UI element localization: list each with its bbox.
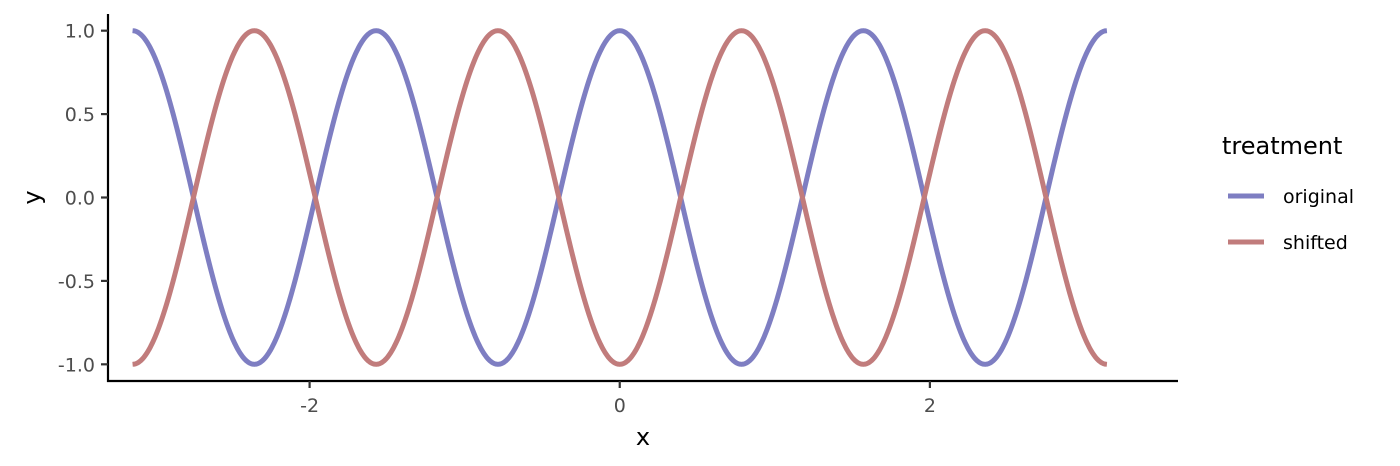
y-axis-ticks: -1.0 -0.5 0.0 0.5 1.0 (58, 21, 108, 376)
series-line-original (131, 28, 1108, 367)
y-tick-label: -0.5 (58, 271, 95, 293)
y-tick-label: 0.5 (65, 104, 95, 126)
x-tick-label: -2 (300, 395, 319, 417)
legend-label-shifted: shifted (1283, 232, 1348, 254)
y-axis-title: y (18, 190, 46, 204)
legend-items: original shifted (1228, 186, 1354, 254)
y-tick-label: 0.0 (65, 188, 95, 210)
x-tick-label: 0 (614, 395, 626, 417)
series-layer (131, 28, 1108, 367)
x-axis-ticks: -2 0 2 (300, 381, 936, 417)
x-axis-title: x (636, 423, 650, 451)
legend-title: treatment (1222, 132, 1342, 160)
series-line-shifted (131, 28, 1108, 367)
x-tick-label: 2 (924, 395, 936, 417)
legend: treatment original shifted (1222, 132, 1354, 254)
legend-label-original: original (1283, 186, 1354, 208)
y-tick-label: -1.0 (58, 354, 95, 376)
y-tick-label: 1.0 (65, 21, 95, 43)
